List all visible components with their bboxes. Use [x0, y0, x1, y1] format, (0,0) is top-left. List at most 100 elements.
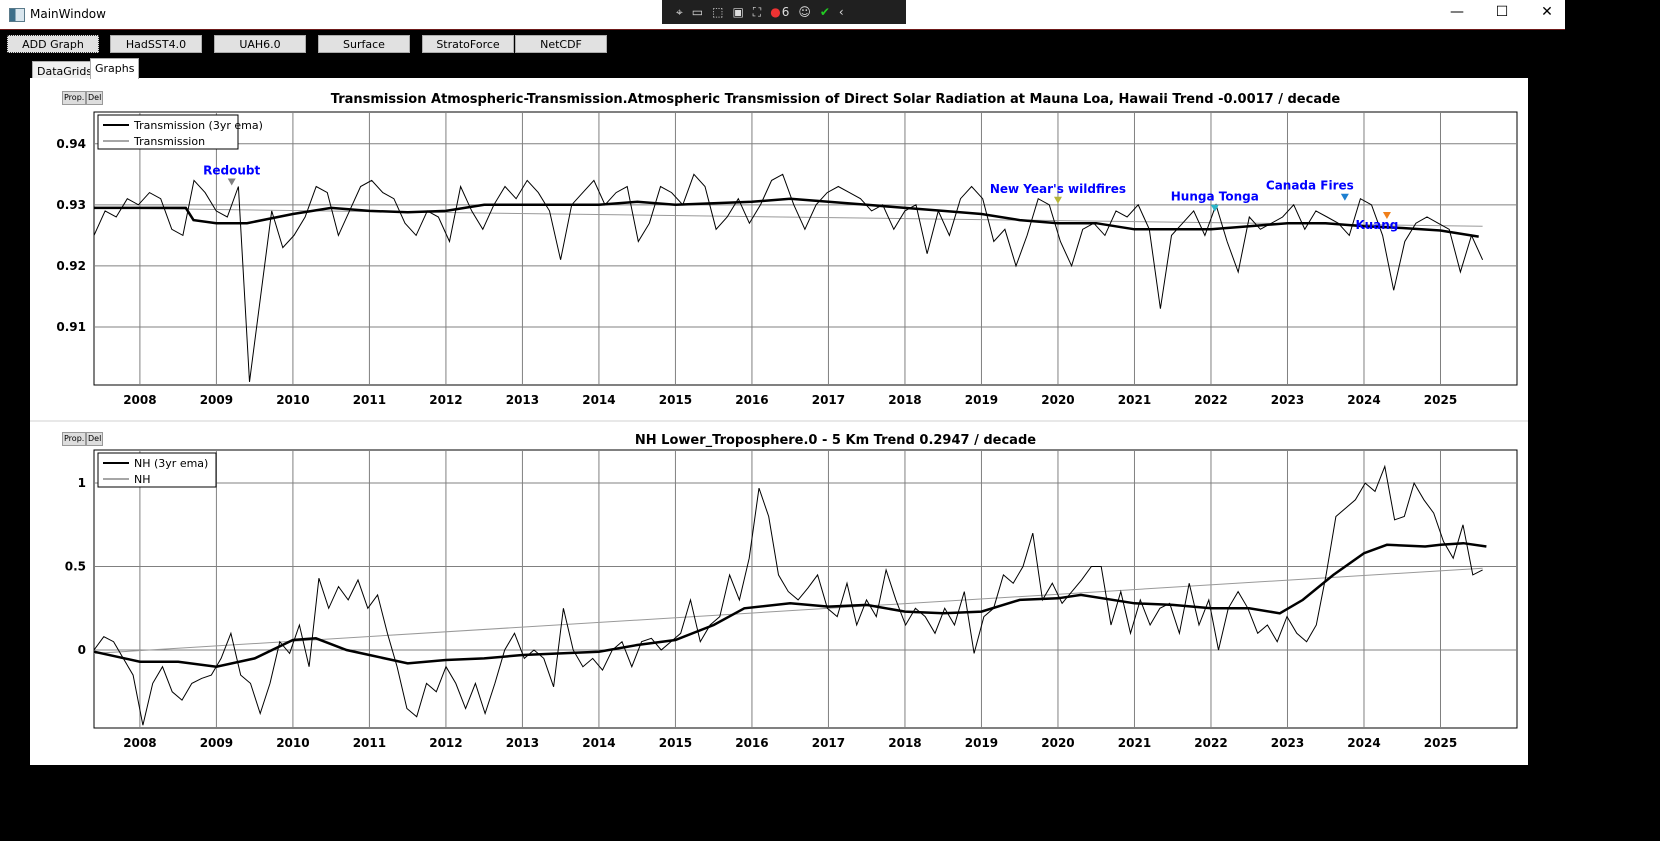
x-tick-label: 2013 [506, 393, 539, 407]
x-tick-label: 2022 [1194, 736, 1227, 750]
binding-failures-count: 6 [781, 5, 790, 19]
legend-label: NH (3yr ema) [134, 457, 208, 470]
legend-label: Transmission (3yr ema) [133, 119, 263, 132]
y-tick-label: 0.92 [56, 259, 86, 273]
x-tick-label: 2017 [812, 736, 845, 750]
x-tick-label: 2015 [659, 393, 692, 407]
legend: Transmission (3yr ema) Transmission [97, 114, 263, 150]
x-tick-label: 2018 [888, 393, 921, 407]
x-tick-label: 2021 [1118, 393, 1151, 407]
x-tick-label: 2020 [1041, 736, 1074, 750]
x-tick-label: 2023 [1271, 393, 1304, 407]
surface-button[interactable]: Surface [318, 35, 410, 53]
trend-line [93, 567, 1483, 654]
stratoforce-button[interactable]: StratoForce [422, 35, 514, 53]
tab-graphs[interactable]: Graphs [90, 58, 140, 79]
x-tick-label: 2012 [429, 393, 462, 407]
annotation-label: Canada Fires [1266, 179, 1354, 193]
y-tick-label: 0.91 [56, 320, 86, 334]
x-tick-label: 2011 [353, 393, 386, 407]
check-icon[interactable]: ✔ [819, 5, 830, 19]
y-tick-label: 0.93 [56, 198, 86, 212]
main-window: MainWindow — ☐ ✕ ⌖ ▭ ⬚ ▣ ⛶ ● 6 ☺ ✔ ‹ ADD … [0, 0, 1565, 765]
x-tick-label: 2019 [965, 393, 998, 407]
binding-failures-icon[interactable]: ● [770, 5, 781, 19]
graph2-prop-button[interactable]: Prop. [62, 432, 87, 446]
layout-adorner-icon[interactable]: ▣ [732, 5, 744, 19]
graph-separator [30, 420, 1528, 422]
x-tick-label: 2015 [659, 736, 692, 750]
graph1-del-button[interactable]: Del [86, 91, 104, 105]
graph1-prop-button[interactable]: Prop. [62, 91, 87, 105]
close-button[interactable]: ✕ [1541, 4, 1553, 20]
x-tick-label: 2020 [1041, 393, 1074, 407]
x-tick-label: 2010 [276, 736, 309, 750]
inspect-icon[interactable]: ⌖ [676, 4, 683, 19]
hadsst-button[interactable]: HadSST4.0 [110, 35, 202, 53]
x-tick-label: 2011 [353, 736, 386, 750]
uah-button[interactable]: UAH6.0 [214, 35, 306, 53]
legend-box [97, 114, 239, 150]
legend-label: NH [134, 473, 151, 486]
x-tick-label: 2016 [735, 393, 768, 407]
x-tick-label: 2014 [582, 736, 615, 750]
y-tick-label: 0.94 [56, 137, 86, 151]
x-tick-label: 2008 [123, 736, 156, 750]
annotation-label: Redoubt [203, 163, 260, 177]
y-tick-label: 1 [78, 476, 86, 490]
annotation-label: New Year's wildfires [990, 182, 1126, 196]
y-tick-label: 0 [78, 643, 86, 657]
x-tick-label: 2016 [735, 736, 768, 750]
annotation-marker [227, 178, 236, 186]
track-focus-icon[interactable]: ⛶ [752, 4, 762, 19]
x-tick-label: 2012 [429, 736, 462, 750]
debug-toolbar: ⌖ ▭ ⬚ ▣ ⛶ ● 6 ☺ ✔ ‹ [662, 0, 906, 24]
annotation-marker [1340, 193, 1349, 201]
add-graph-button[interactable]: ADD Graph [7, 35, 99, 53]
trend-line [93, 207, 1483, 227]
annotation-label: Hunga Tonga [1171, 190, 1259, 204]
legend: NH (3yr ema) NH [97, 452, 217, 488]
collapse-icon[interactable]: ‹ [838, 5, 844, 19]
charts-canvas: Transmission Atmospheric-Transmission.At… [56, 92, 1518, 750]
x-tick-label: 2019 [965, 736, 998, 750]
chart-2: NH Lower_Troposphere.0 - 5 Km Trend 0.29… [65, 433, 1518, 750]
annotation-marker [1382, 212, 1391, 220]
legend-label: Transmission [133, 135, 205, 148]
app-icon [9, 8, 25, 22]
x-tick-label: 2013 [506, 736, 539, 750]
annotation-marker [1210, 204, 1219, 212]
chart-title: NH Lower_Troposphere.0 - 5 Km Trend 0.29… [635, 433, 1036, 448]
graph2-del-button[interactable]: Del [86, 432, 104, 446]
graphs-panel: Prop. Del Prop. Del Transmission Atmosph… [30, 78, 1528, 765]
x-tick-label: 2024 [1347, 393, 1380, 407]
netcdf-button[interactable]: NetCDF [515, 35, 607, 53]
x-tick-label: 2024 [1347, 736, 1380, 750]
x-tick-label: 2022 [1194, 393, 1227, 407]
x-tick-label: 2008 [123, 393, 156, 407]
raw-series-line [93, 173, 1484, 382]
x-tick-label: 2014 [582, 393, 615, 407]
window-title: MainWindow [30, 7, 106, 21]
maximize-button[interactable]: ☐ [1495, 4, 1509, 20]
camera-icon[interactable]: ▭ [691, 5, 704, 19]
chart-1: Transmission Atmospheric-Transmission.At… [56, 92, 1518, 407]
x-tick-label: 2010 [276, 393, 309, 407]
ema-series-line [93, 541, 1487, 668]
x-tick-label: 2018 [888, 736, 921, 750]
x-tick-label: 2017 [812, 393, 845, 407]
ema-series-line [94, 197, 1479, 238]
plot-area [93, 111, 1518, 386]
accessibility-icon[interactable]: ☺ [798, 5, 811, 19]
x-tick-label: 2021 [1118, 736, 1151, 750]
x-tick-label: 2025 [1424, 393, 1457, 407]
legend-box [97, 452, 217, 488]
x-tick-label: 2009 [200, 736, 233, 750]
minimize-button[interactable]: — [1450, 4, 1464, 20]
annotation-marker [1053, 196, 1062, 204]
raw-series-line [93, 464, 1483, 726]
plot-area [93, 449, 1518, 729]
chart-title: Transmission Atmospheric-Transmission.At… [331, 92, 1341, 107]
select-element-icon[interactable]: ⬚ [712, 5, 724, 19]
annotation-label: Kuang [1356, 218, 1399, 232]
